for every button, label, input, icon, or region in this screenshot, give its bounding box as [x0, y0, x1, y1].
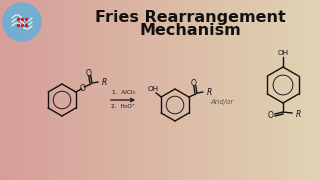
- Text: Fries Rearrangement: Fries Rearrangement: [95, 10, 285, 24]
- Text: OH: OH: [277, 50, 289, 56]
- Text: O: O: [86, 69, 92, 78]
- Text: O: O: [268, 111, 274, 120]
- Text: O: O: [191, 78, 197, 87]
- Text: OH: OH: [148, 86, 159, 92]
- Text: R: R: [296, 109, 301, 118]
- Text: Mechanism: Mechanism: [139, 22, 241, 37]
- Text: R: R: [102, 78, 107, 87]
- Text: R: R: [207, 87, 212, 96]
- Text: 1.  AlCl₃: 1. AlCl₃: [111, 89, 134, 94]
- Text: 2.  H₃O⁺: 2. H₃O⁺: [111, 103, 135, 109]
- Text: O: O: [80, 84, 86, 93]
- Circle shape: [3, 3, 41, 41]
- Text: And/or: And/or: [210, 99, 234, 105]
